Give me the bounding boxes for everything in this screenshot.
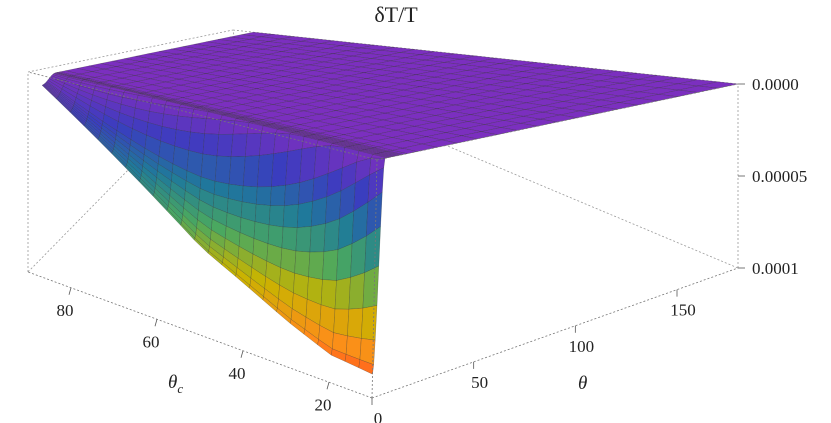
surface-patch: [297, 201, 313, 228]
surface-patch: [228, 156, 246, 187]
surface-patch: [333, 308, 350, 337]
box-edge: [27, 271, 373, 399]
surface-patch: [295, 226, 312, 253]
axis-ticks: 0 50 100 150 20 40 60 80 0.0000 0.00005 0.0001: [57, 75, 808, 423]
surface-patch: [243, 155, 260, 188]
surface-patch: [294, 250, 311, 278]
y-tick-mark: [68, 287, 72, 295]
svg-text:θc: θc: [168, 372, 183, 396]
z-tick-label: 0.0001: [752, 259, 799, 278]
surface-patch: [309, 223, 326, 253]
surface-patch: [230, 133, 248, 157]
surface-patch: [218, 119, 235, 135]
surface-patch: [271, 151, 288, 187]
surface: [41, 32, 739, 375]
box-edge: [371, 267, 739, 399]
surface-patch: [176, 115, 193, 133]
y-tick-label: 40: [229, 364, 246, 383]
surface-patch: [308, 251, 325, 280]
surface-patch: [268, 205, 285, 228]
surface-patch: [257, 153, 274, 188]
z-tick-label: 0.00005: [752, 167, 807, 186]
surface-patch: [232, 120, 250, 135]
x-tick-label: 50: [471, 373, 488, 392]
surface-patch: [200, 153, 218, 182]
surface-patch: [273, 132, 290, 154]
surface-patch: [254, 204, 271, 226]
surface-patch: [361, 305, 378, 341]
y-tick-label: 60: [143, 332, 160, 351]
surface-patch: [348, 272, 365, 310]
y-tick-label: 20: [315, 395, 332, 414]
surface-patch: [336, 243, 353, 281]
bounding-box-front: [27, 71, 739, 399]
chart-title: δT/T: [374, 2, 418, 27]
surface-patch: [284, 182, 300, 206]
x-tick-label: 100: [569, 337, 595, 356]
surface-patch: [190, 117, 207, 134]
surface-patch: [245, 133, 262, 157]
surface-patch: [334, 277, 351, 310]
surface-patch: [299, 146, 317, 183]
surface-patch: [204, 118, 221, 135]
y-tick-mark: [326, 382, 330, 390]
surface-patch: [188, 131, 205, 155]
surface-patch: [242, 185, 258, 205]
surface-patch: [259, 132, 276, 156]
surface-patch: [323, 218, 340, 253]
box-edge: [376, 83, 739, 161]
surface-patch: [362, 265, 379, 309]
x-tick-label: 150: [670, 301, 696, 320]
surface-patch: [298, 178, 315, 205]
surface-patch: [202, 133, 219, 157]
y-tick-label: 80: [57, 301, 74, 320]
surface-patch: [281, 226, 298, 252]
surface-patch: [214, 155, 232, 185]
surface-patch: [320, 279, 337, 310]
surface-patch: [285, 148, 303, 186]
surface-patch: [216, 134, 234, 157]
surface-patch: [358, 359, 374, 375]
surface-patch: [347, 307, 364, 339]
surface-patch: [311, 196, 327, 227]
surface-patch: [270, 185, 286, 206]
surface-patch: [256, 186, 272, 206]
z-tick-label: 0.0000: [752, 75, 799, 94]
surface-patch: [282, 204, 299, 228]
y-axis-label: θc: [168, 372, 183, 396]
y-tick-mark: [240, 350, 244, 358]
x-tick-label: 0: [374, 409, 383, 423]
box-edge: [27, 29, 234, 73]
x-axis-label: θ: [578, 373, 587, 394]
surface-patch: [322, 249, 339, 281]
y-tick-mark: [154, 319, 158, 327]
